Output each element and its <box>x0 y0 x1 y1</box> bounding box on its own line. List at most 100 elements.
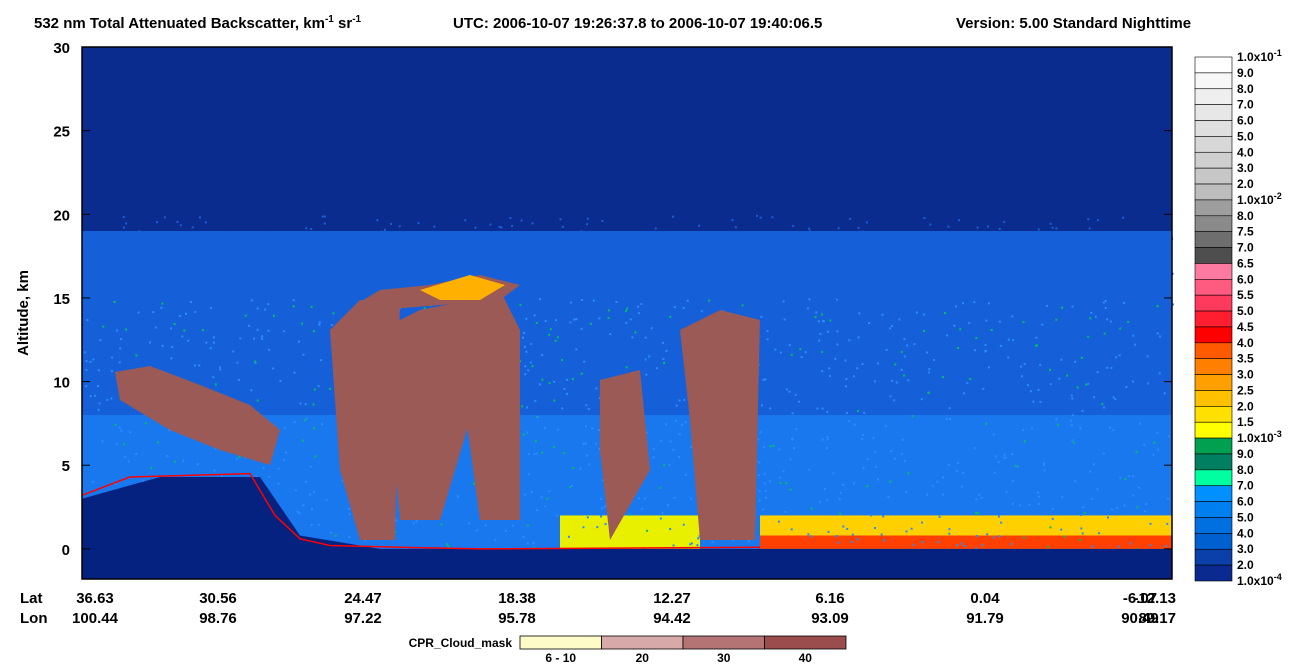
cpr-legend-swatch <box>764 635 847 650</box>
speckle <box>673 496 676 499</box>
speckle <box>1049 222 1052 225</box>
speckle <box>519 239 522 242</box>
speckle <box>863 411 866 414</box>
speckle <box>625 309 628 312</box>
speckle <box>628 513 631 516</box>
colorbar-mantissa: 7.0 <box>1237 98 1254 112</box>
speckle <box>1156 431 1159 434</box>
speckle <box>998 320 1001 323</box>
speckle <box>248 324 251 327</box>
speckle <box>412 522 415 525</box>
speckle <box>599 272 602 275</box>
speckle <box>1167 435 1170 438</box>
speckle <box>1026 384 1029 387</box>
speckle <box>166 454 169 457</box>
colorbar-mantissa: 1.0x10 <box>1237 431 1274 445</box>
speckle <box>986 533 989 536</box>
speckle <box>1055 318 1058 321</box>
speckle <box>1122 216 1125 219</box>
speckle <box>928 289 931 292</box>
speckle <box>819 332 822 335</box>
lon-label: 91.79 <box>966 610 1004 627</box>
speckle <box>920 398 923 401</box>
speckle <box>1061 306 1064 309</box>
speckle <box>721 297 724 300</box>
speckle <box>794 393 797 396</box>
speckle <box>414 263 417 266</box>
speckle <box>584 425 587 428</box>
lon-label: 100.44 <box>72 610 119 627</box>
speckle <box>865 221 868 224</box>
speckle <box>927 391 930 394</box>
speckle <box>97 262 100 265</box>
speckle <box>644 336 647 339</box>
speckle <box>1138 486 1141 489</box>
speckle <box>1146 355 1149 358</box>
speckle <box>842 483 845 486</box>
speckle <box>211 235 214 238</box>
speckle <box>1156 244 1159 247</box>
speckle <box>866 485 869 488</box>
speckle <box>156 221 159 224</box>
speckle <box>936 480 939 483</box>
y-tick-label: 20 <box>53 207 70 224</box>
speckle <box>588 463 591 466</box>
speckle <box>646 529 649 532</box>
speckle <box>821 370 824 373</box>
speckle <box>522 433 525 436</box>
speckle <box>1102 301 1105 304</box>
speckle <box>250 389 253 392</box>
speckle <box>304 403 307 406</box>
speckle <box>1023 536 1026 539</box>
speckle <box>445 235 448 238</box>
speckle <box>123 455 126 458</box>
colorbar-label: 5.5 <box>1237 288 1254 302</box>
speckle <box>436 234 439 237</box>
speckle <box>279 380 282 383</box>
speckle <box>308 270 311 273</box>
speckle <box>106 398 109 401</box>
speckle <box>566 392 569 395</box>
speckle <box>530 490 533 493</box>
speckle <box>522 245 525 248</box>
speckle <box>312 403 315 406</box>
speckle <box>827 530 830 533</box>
speckle <box>209 306 212 309</box>
speckle <box>579 467 582 470</box>
speckle <box>1016 465 1019 468</box>
speckle <box>383 245 386 248</box>
speckle <box>137 311 140 314</box>
speckle <box>792 224 795 227</box>
speckle <box>782 300 785 303</box>
speckle <box>811 251 814 254</box>
lat-label: 24.47 <box>344 590 382 607</box>
speckle <box>900 350 903 353</box>
y-tick-label: 0 <box>62 542 70 559</box>
speckle <box>889 395 892 398</box>
speckle <box>1106 245 1109 248</box>
speckle <box>185 268 188 271</box>
colorbar-label: 5.0 <box>1237 510 1254 524</box>
speckle <box>319 359 322 362</box>
speckle <box>1020 375 1023 378</box>
colorbar-label: 1.5 <box>1237 415 1254 429</box>
speckle <box>1109 426 1112 429</box>
speckle <box>805 267 808 270</box>
speckle <box>118 361 121 364</box>
y-tick-label: 15 <box>53 291 70 308</box>
speckle <box>837 297 840 300</box>
speckle <box>1103 332 1106 335</box>
speckle <box>803 280 806 283</box>
speckle <box>201 329 204 332</box>
speckle <box>592 299 595 302</box>
speckle <box>731 219 734 222</box>
speckle <box>638 286 641 289</box>
speckle <box>308 276 311 279</box>
speckle <box>762 446 765 449</box>
speckle <box>1071 305 1074 308</box>
speckle <box>998 227 1001 230</box>
speckle <box>557 428 560 431</box>
speckle <box>987 302 990 305</box>
speckle <box>456 495 459 498</box>
speckle <box>836 244 839 247</box>
